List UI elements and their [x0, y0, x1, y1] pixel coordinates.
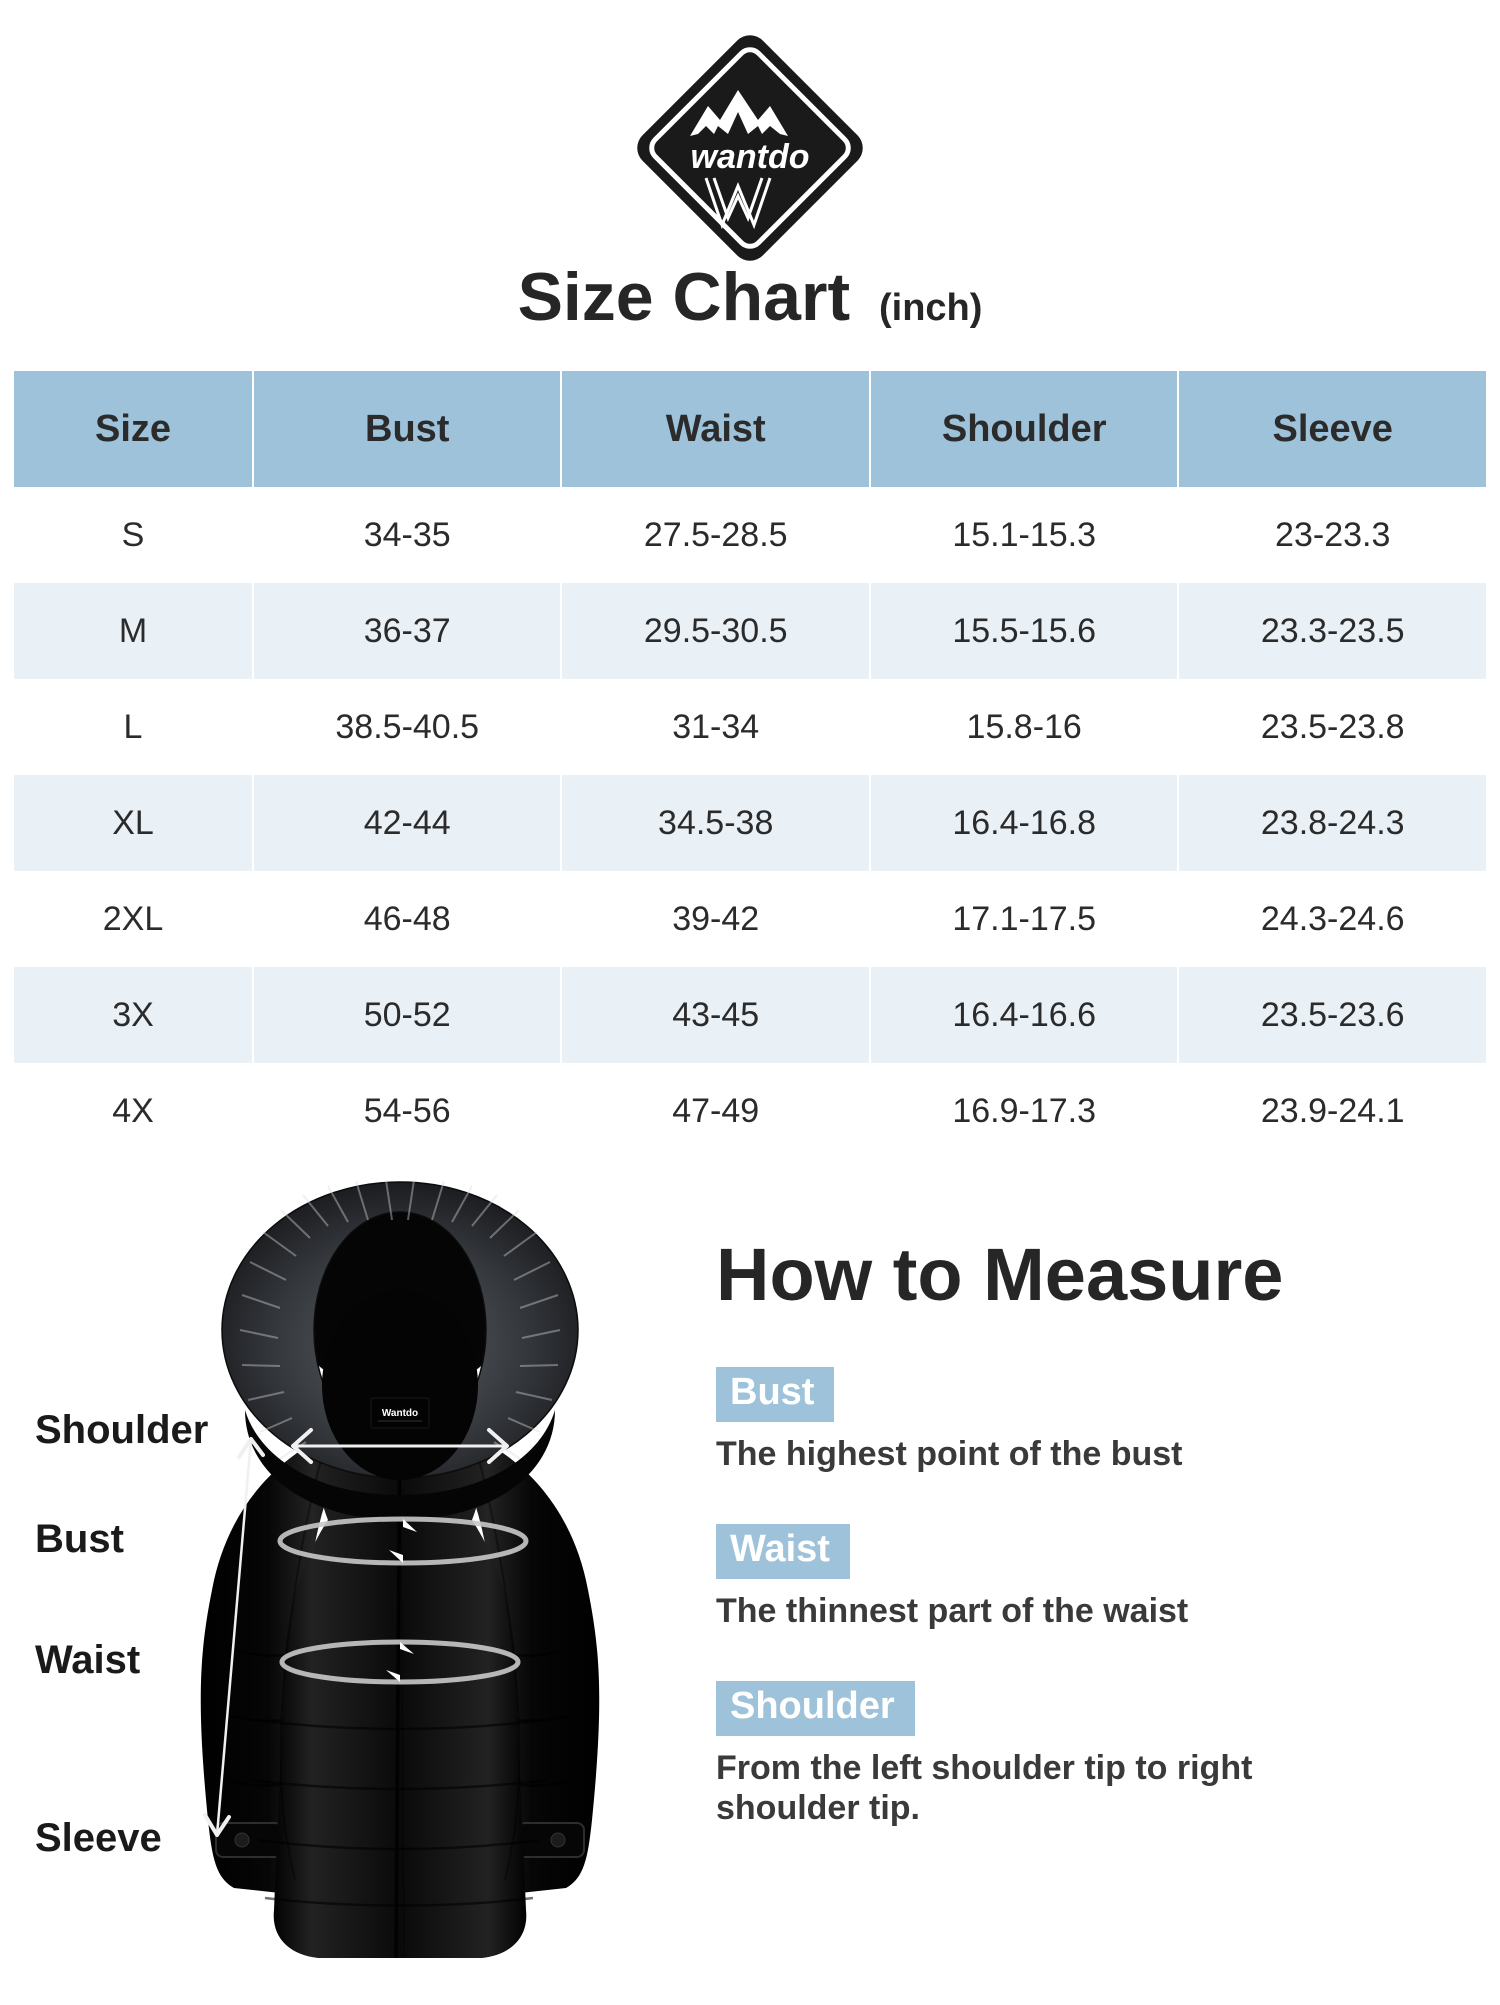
svg-text:Wantdo: Wantdo — [382, 1408, 418, 1419]
svg-text:wantdo: wantdo — [691, 138, 810, 176]
